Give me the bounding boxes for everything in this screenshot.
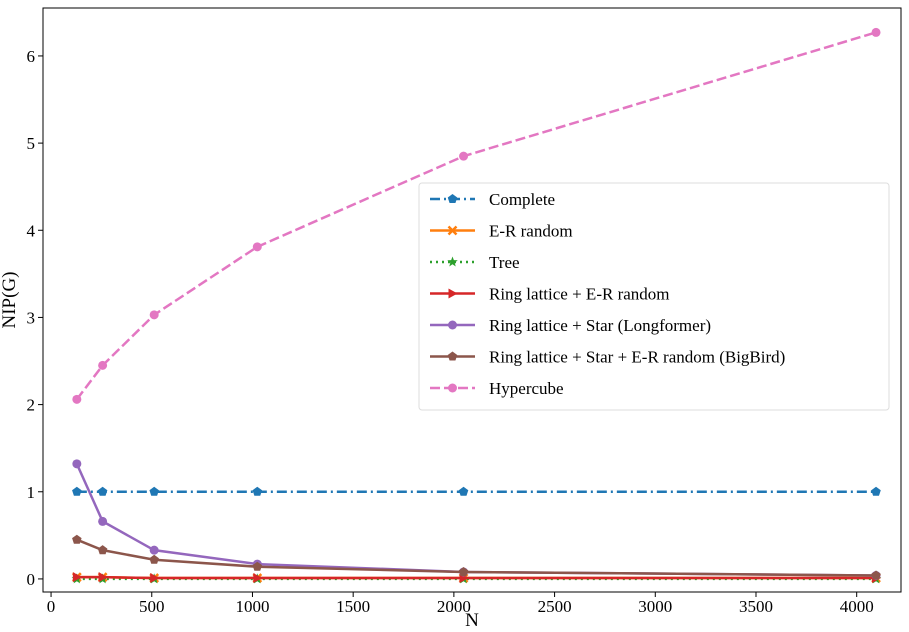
y-tick-label: 5: [27, 134, 36, 153]
legend-entry: Hypercube: [430, 379, 564, 398]
legend-marker: [447, 256, 458, 267]
legend-label: Tree: [489, 253, 520, 272]
legend-entry: Ring lattice + E-R random: [430, 285, 670, 304]
data-point: [252, 242, 262, 252]
legend-marker: [448, 288, 458, 299]
y-tick-label: 4: [27, 221, 36, 240]
legend-entry: Complete: [430, 190, 555, 209]
data-point: [253, 573, 263, 584]
x-tick-label: 500: [139, 597, 165, 616]
legend-marker: [447, 351, 458, 361]
legend-marker: [447, 225, 458, 236]
y-tick-label: 2: [27, 396, 36, 415]
series-6: [72, 534, 881, 580]
data-point: [871, 570, 881, 580]
y-axis-label: NIP(G): [0, 272, 20, 329]
legend-entry: Ring lattice + Star (Longformer): [430, 316, 711, 335]
x-tick-label: 1500: [336, 597, 370, 616]
data-point: [98, 360, 108, 370]
x-tick-label: 2500: [538, 597, 572, 616]
data-point: [72, 486, 82, 496]
data-point: [97, 545, 108, 555]
series-1: [72, 486, 881, 496]
legend-marker: [447, 194, 458, 204]
data-point: [871, 27, 881, 37]
series-7: [72, 27, 881, 404]
x-tick-label: 3500: [739, 597, 773, 616]
y-tick-label: 1: [27, 483, 36, 502]
axis-ticks: 0 500 1000 1500 2000 2500 3000 3500 4000 0 1 2 3 4 5 6: [27, 47, 874, 616]
x-tick-label: 2000: [437, 597, 471, 616]
data-point: [72, 572, 82, 583]
data-point: [72, 394, 82, 404]
x-tick-label: 4000: [840, 597, 874, 616]
legend-entry: Ring lattice + Star + E-R random (BigBir…: [430, 348, 785, 367]
series-line: [75, 31, 877, 401]
legend-marker: [448, 320, 457, 330]
data-point: [98, 572, 108, 583]
y-tick-label: 6: [27, 47, 36, 66]
series-lines: [71, 27, 882, 584]
legend-box: [418, 182, 890, 411]
series-line: [76, 575, 877, 580]
legend: Complete E-R random Tree Ring lattice + E-R…: [418, 182, 890, 411]
x-tick-label: 3000: [638, 597, 672, 616]
x-axis-label: N: [465, 610, 479, 631]
legend-entry: Tree: [430, 253, 520, 272]
data-point: [458, 566, 469, 576]
x-tick-label: 0: [47, 597, 56, 616]
legend-label: E-R random: [489, 222, 573, 241]
legend-marker: [448, 383, 457, 393]
data-point: [458, 486, 469, 496]
data-point: [97, 486, 108, 496]
x-tick-label: 1000: [235, 597, 269, 616]
data-point: [72, 459, 82, 469]
data-point: [871, 486, 881, 496]
legend-label: Ring lattice + E-R random: [489, 285, 670, 304]
y-tick-label: 3: [27, 308, 36, 327]
data-point: [149, 310, 159, 320]
legend-label: Ring lattice + Star + E-R random (BigBir…: [489, 348, 785, 367]
y-tick-label: 0: [27, 570, 36, 589]
data-point: [150, 573, 160, 584]
data-point: [72, 534, 82, 544]
data-point: [98, 516, 108, 526]
data-point: [252, 486, 263, 496]
data-point: [459, 151, 469, 161]
legend-label: Hypercube: [489, 379, 564, 398]
data-point: [149, 554, 159, 564]
data-point: [149, 486, 159, 496]
data-point: [252, 561, 263, 571]
data-point: [149, 545, 159, 555]
legend-entry: E-R random: [430, 222, 573, 241]
legend-label: Complete: [489, 190, 555, 209]
legend-label: Ring lattice + Star (Longformer): [489, 316, 711, 335]
